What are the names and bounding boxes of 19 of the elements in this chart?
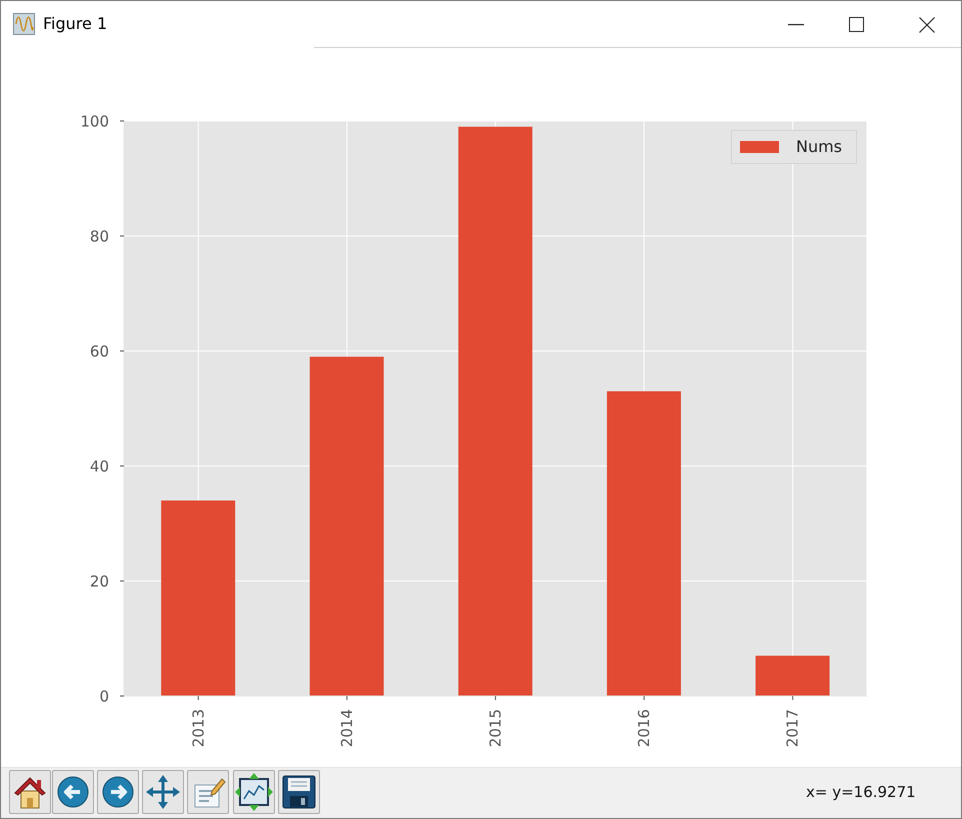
bar (161, 500, 236, 696)
x-tick-label: 2014 (338, 709, 356, 748)
bar (606, 391, 681, 696)
bar (310, 356, 384, 696)
y-tick-label: 100 (80, 112, 109, 130)
bar (756, 656, 830, 696)
x-tick-label: 2015 (486, 709, 504, 748)
x-tick-label: 2013 (189, 709, 208, 748)
x-tick-label: 2017 (784, 709, 802, 748)
y-tick-label: 80 (90, 227, 109, 246)
x-tick-label: 2016 (635, 709, 654, 748)
y-tick-label: 60 (90, 342, 109, 360)
y-tick-label: 40 (90, 457, 109, 476)
bar (458, 126, 532, 696)
chart-title: Figure 1 (43, 13, 108, 35)
y-tick-label: 20 (90, 572, 109, 590)
text: x= y=16.9271 (806, 783, 916, 801)
y-tick-label: 0 (99, 687, 109, 706)
legend-label: Nums (796, 137, 842, 157)
